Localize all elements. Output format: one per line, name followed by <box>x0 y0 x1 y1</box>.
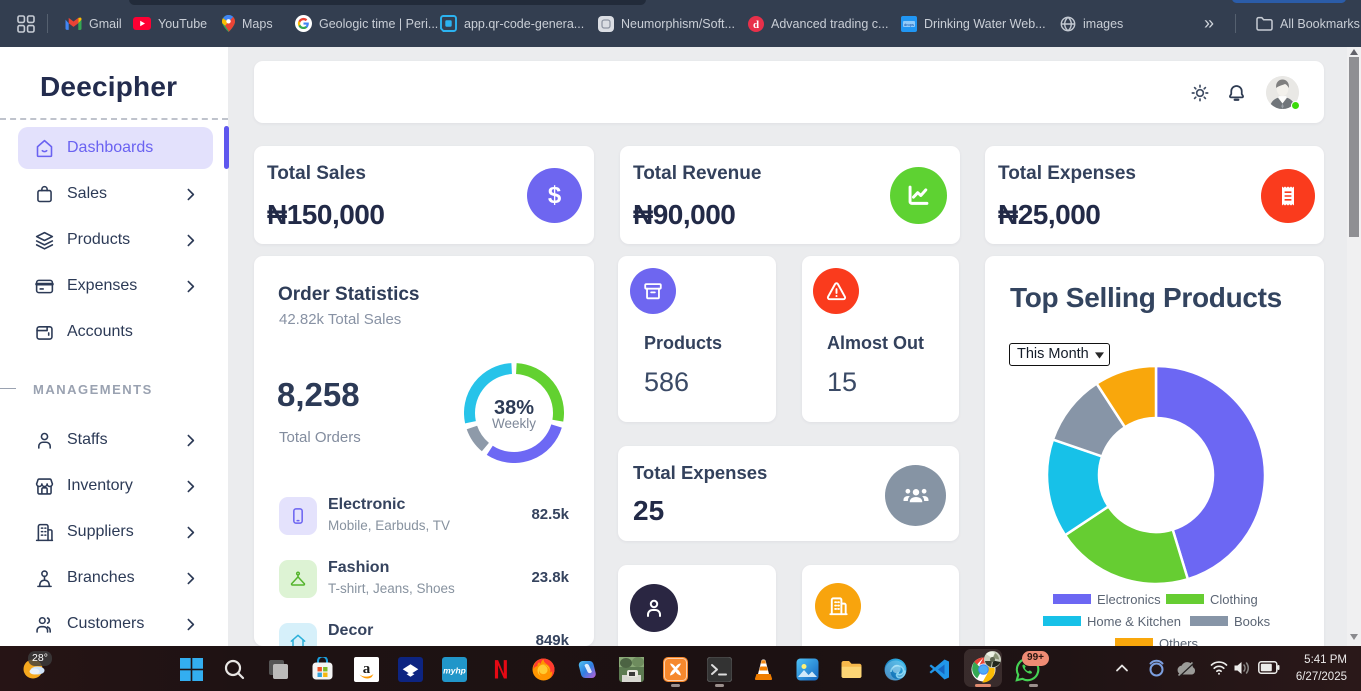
svg-text:a: a <box>363 661 371 677</box>
svg-text:myhp: myhp <box>443 666 466 676</box>
svg-text:d: d <box>753 19 759 31</box>
svg-text:drops: drops <box>904 22 914 27</box>
